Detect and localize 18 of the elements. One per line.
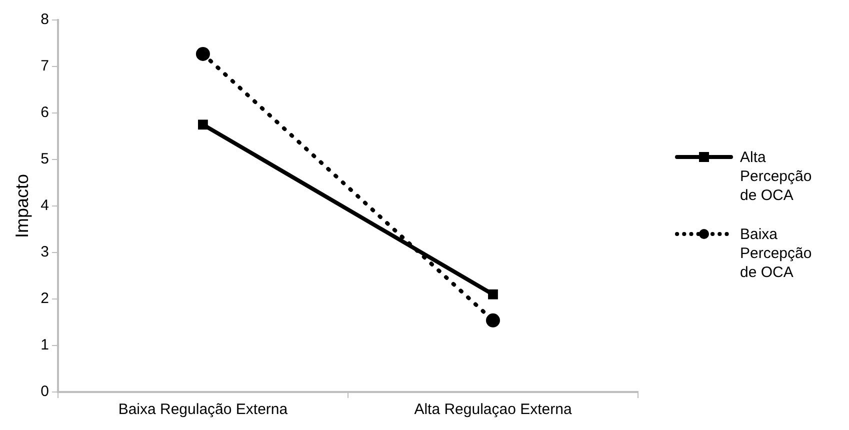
x-tick-label: Alta Regulaçao Externa xyxy=(414,401,572,418)
point xyxy=(488,289,498,300)
y-tick-label: 8 xyxy=(40,11,49,28)
y-tick-label: 1 xyxy=(40,336,49,354)
y-axis-title: Impacto xyxy=(12,174,32,238)
y-tick-label: 3 xyxy=(40,244,49,261)
y-tick-label: 0 xyxy=(40,383,49,400)
point xyxy=(198,120,208,130)
point xyxy=(486,313,500,328)
y-tick-label: 7 xyxy=(40,58,49,75)
y-tick-label: 6 xyxy=(40,104,49,122)
y-tick-label: 2 xyxy=(40,290,49,308)
y-tick-label: 4 xyxy=(40,197,49,214)
legend-label: Alta Percepção de OCA xyxy=(740,148,813,205)
x-tick-label: Baixa Regulação Externa xyxy=(118,401,288,418)
y-tick-label: 5 xyxy=(40,150,49,168)
legend-label: Baixa Percepção de OCA xyxy=(740,225,813,282)
point xyxy=(196,46,210,61)
